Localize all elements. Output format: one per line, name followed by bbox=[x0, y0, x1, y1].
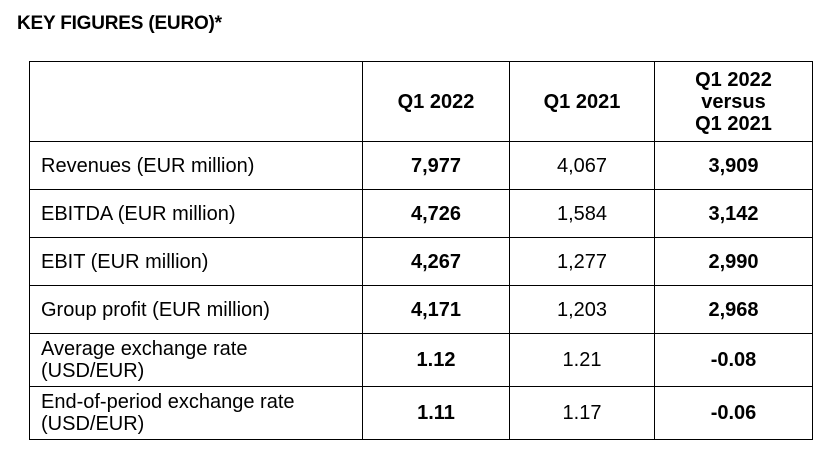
table-row: Revenues (EUR million) 7,977 4,067 3,909 bbox=[29, 141, 813, 190]
table-row: End-of-period exchange rate (USD/EUR) 1.… bbox=[29, 386, 813, 440]
value-change: 3,142 bbox=[654, 189, 813, 238]
row-label: EBIT (EUR million) bbox=[29, 237, 363, 286]
row-label-line: (USD/EUR) bbox=[41, 413, 145, 435]
key-figures-table: Q1 2022 Q1 2021 Q1 2022 versus Q1 2021 R… bbox=[29, 61, 813, 440]
value-q1-2022: 4,267 bbox=[362, 237, 510, 286]
value-change: 2,990 bbox=[654, 237, 813, 286]
table-header-row: Q1 2022 Q1 2021 Q1 2022 versus Q1 2021 bbox=[29, 61, 813, 142]
row-label-line: EBIT (EUR million) bbox=[41, 250, 209, 273]
value-q1-2021: 1.21 bbox=[509, 333, 655, 387]
row-label: Average exchange rate (USD/EUR) bbox=[29, 333, 363, 387]
row-label-line: EBITDA (EUR million) bbox=[41, 202, 236, 225]
value-change: -0.06 bbox=[654, 386, 813, 440]
table-row: EBITDA (EUR million) 4,726 1,584 3,142 bbox=[29, 189, 813, 238]
value-q1-2021: 1,203 bbox=[509, 285, 655, 334]
row-label: EBITDA (EUR million) bbox=[29, 189, 363, 238]
row-label-line: End-of-period exchange rate bbox=[41, 391, 295, 413]
header-comparison-line: versus bbox=[701, 90, 766, 113]
value-q1-2021: 1,277 bbox=[509, 237, 655, 286]
page-title: KEY FIGURES (EURO)* bbox=[17, 13, 222, 34]
header-comparison-line: Q1 2022 bbox=[695, 68, 772, 91]
table-row: Average exchange rate (USD/EUR) 1.12 1.2… bbox=[29, 333, 813, 387]
header-q1-2022: Q1 2022 bbox=[362, 61, 510, 142]
value-q1-2022: 1.11 bbox=[362, 386, 510, 440]
row-label: End-of-period exchange rate (USD/EUR) bbox=[29, 386, 363, 440]
value-q1-2021: 1.17 bbox=[509, 386, 655, 440]
value-change: -0.08 bbox=[654, 333, 813, 387]
value-q1-2022: 1.12 bbox=[362, 333, 510, 387]
value-change: 3,909 bbox=[654, 141, 813, 190]
value-q1-2022: 4,171 bbox=[362, 285, 510, 334]
value-q1-2022: 4,726 bbox=[362, 189, 510, 238]
row-label: Group profit (EUR million) bbox=[29, 285, 363, 334]
header-comparison-line: Q1 2021 bbox=[695, 112, 772, 135]
value-change: 2,968 bbox=[654, 285, 813, 334]
row-label-line: (USD/EUR) bbox=[41, 360, 145, 382]
row-label-line: Revenues (EUR million) bbox=[41, 154, 255, 177]
header-comparison: Q1 2022 versus Q1 2021 bbox=[654, 61, 813, 142]
header-empty-cell bbox=[29, 61, 363, 142]
value-q1-2021: 1,584 bbox=[509, 189, 655, 238]
table-row: EBIT (EUR million) 4,267 1,277 2,990 bbox=[29, 237, 813, 286]
row-label-line: Group profit (EUR million) bbox=[41, 298, 270, 321]
row-label: Revenues (EUR million) bbox=[29, 141, 363, 190]
header-q1-2021: Q1 2021 bbox=[509, 61, 655, 142]
value-q1-2022: 7,977 bbox=[362, 141, 510, 190]
row-label-line: Average exchange rate bbox=[41, 338, 248, 360]
table-row: Group profit (EUR million) 4,171 1,203 2… bbox=[29, 285, 813, 334]
value-q1-2021: 4,067 bbox=[509, 141, 655, 190]
